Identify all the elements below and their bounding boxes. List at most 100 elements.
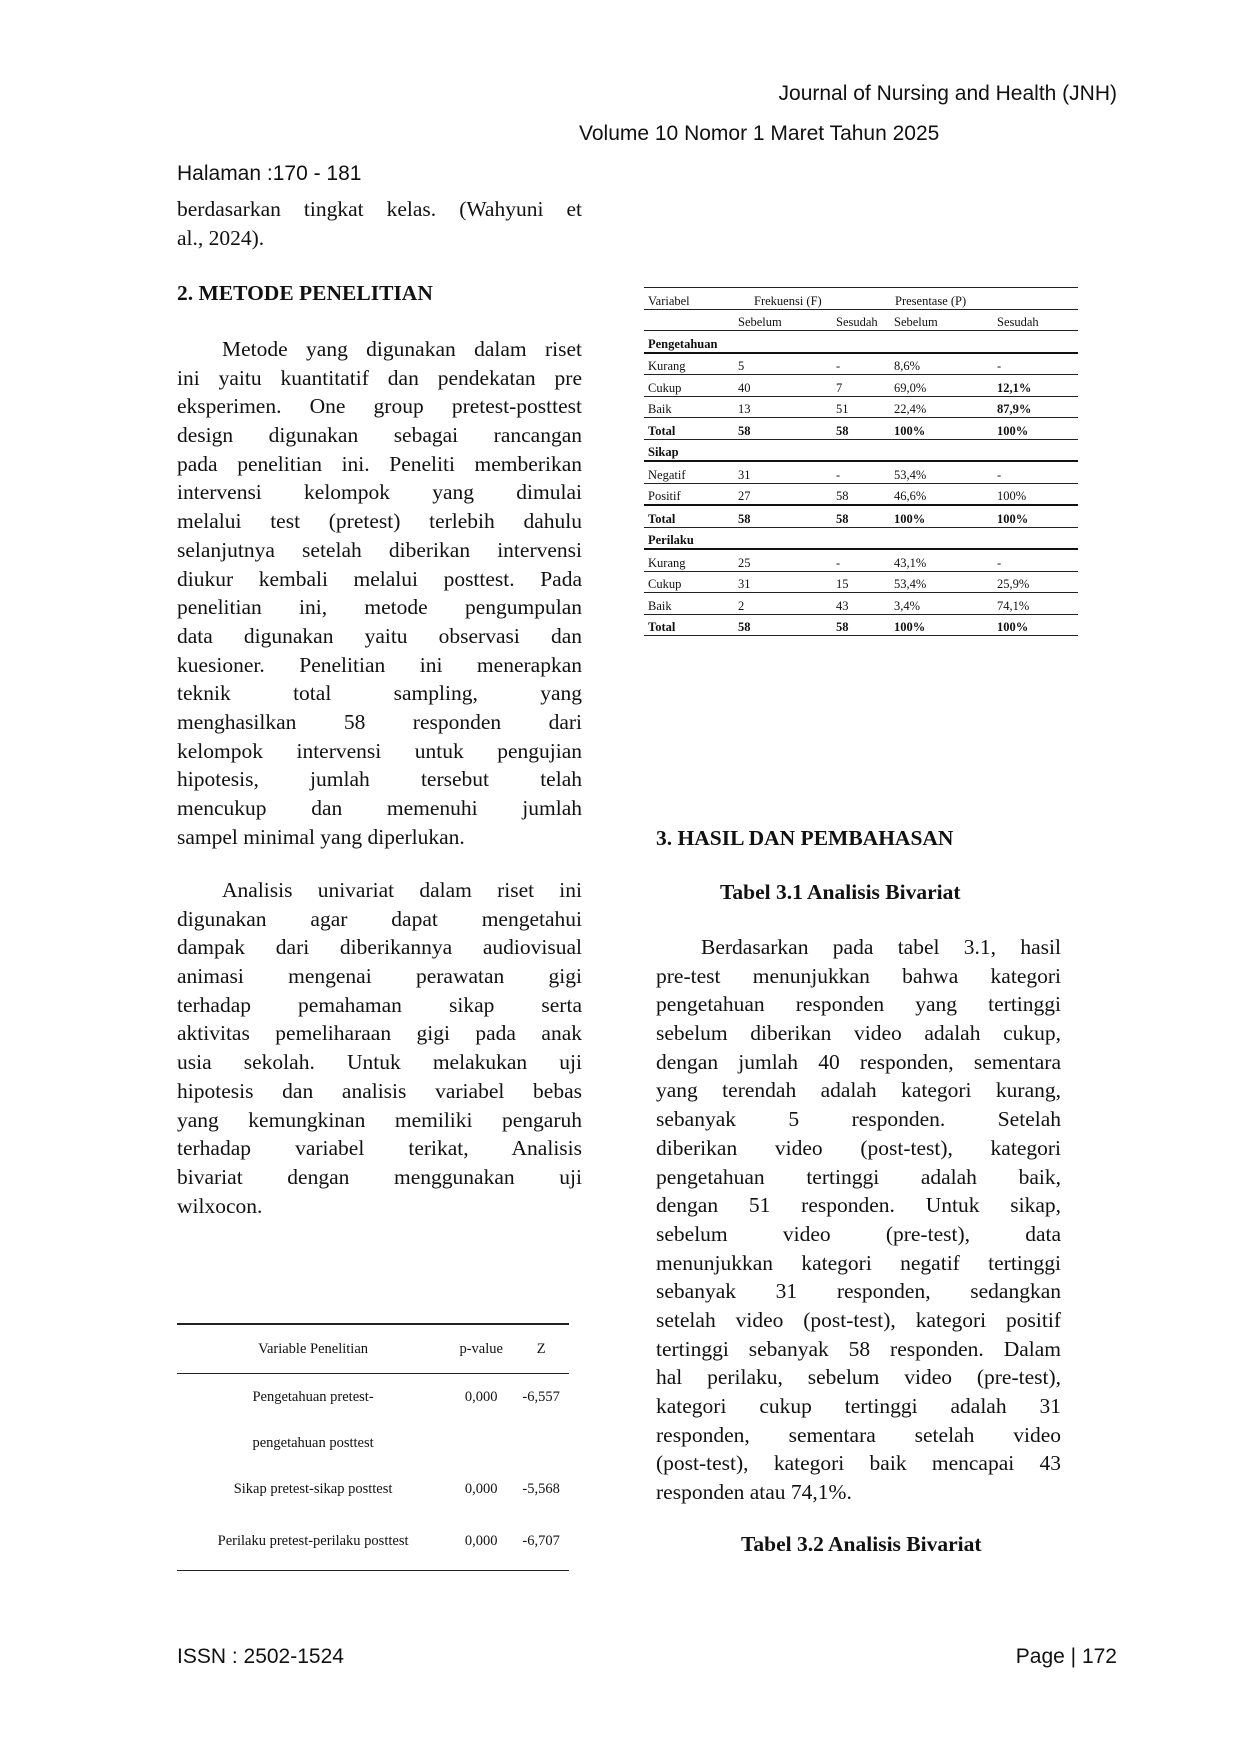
- text-line: animasi mengenai perawatan gigi: [177, 964, 582, 989]
- table-cell: Baik: [644, 396, 734, 418]
- table-cell: 53,4%: [890, 571, 993, 593]
- section-2-heading: 2. METODE PENELITIAN: [177, 281, 433, 305]
- table-cell: 100%: [993, 417, 1078, 440]
- table-cell: 31: [734, 571, 832, 593]
- journal-title: Journal of Nursing and Health (JNH): [778, 82, 1117, 105]
- table-cell: Pengetahuan pretest-: [252, 1388, 374, 1405]
- table-cell: 69,0%: [890, 374, 993, 397]
- header-cell: Sebelum: [890, 309, 993, 331]
- text-line: pada penelitian ini. Peneliti memberikan: [177, 451, 582, 476]
- text-line: yang terendah adalah kategori kurang,: [656, 1078, 1061, 1103]
- text-line: dengan jumlah 40 responden, sementara: [656, 1049, 1061, 1074]
- text-line: menghasilkan 58 responden dari: [177, 709, 582, 734]
- table-cell: -6,557: [522, 1388, 560, 1405]
- text-line: penelitian ini, metode pengumpulan: [177, 595, 582, 620]
- table-cell: Kurang: [644, 549, 734, 572]
- table-cell: 25: [734, 549, 832, 572]
- table-cell: 74,1%: [993, 592, 1078, 615]
- text-line: melalui test (pretest) terlebih dahulu: [177, 509, 582, 534]
- methods-paragraph-2: Analisis univariat dalam riset ini diguna…: [177, 876, 582, 1220]
- group-label: Sikap: [644, 439, 1078, 462]
- text-line: wilxocon.: [177, 1193, 263, 1218]
- page-number: Page | 172: [1015, 1645, 1117, 1668]
- text-line: terhadap variabel terikat, Analisis: [177, 1136, 582, 1161]
- table-3-1-caption: Tabel 3.1 Analisis Bivariat: [720, 880, 961, 904]
- results-paragraph: Berdasarkan pada tabel 3.1, hasil pre-tes…: [656, 933, 1061, 1507]
- table-cell: [644, 309, 734, 331]
- table-cell: Sikap pretest-sikap posttest: [233, 1480, 393, 1497]
- table-cell: 15: [832, 571, 890, 593]
- table-cell: 58: [832, 614, 890, 636]
- text-line: bivariat dengan menggunakan uji: [177, 1164, 582, 1189]
- table-cell: 0,000: [464, 1480, 498, 1497]
- table-row: Pengetahuan pretest- 0,000 -6,557: [177, 1374, 569, 1421]
- table-cell: 87,9%: [993, 396, 1078, 418]
- text-line: pengetahuan tertinggi adalah baik,: [656, 1164, 1061, 1189]
- table-row: Perilaku: [644, 527, 1078, 550]
- table-row: Perilaku pretest-perilaku posttest 0,000-…: [177, 1512, 569, 1571]
- table-cell: [513, 1420, 569, 1466]
- header-cell: Variable Penelitian: [177, 1323, 450, 1374]
- table-row: Negatif 31-53,4% -: [644, 461, 1078, 484]
- issn: ISSN : 2502-1524: [177, 1645, 344, 1668]
- text-line: mencukup dan memenuhi jumlah: [177, 796, 582, 820]
- table-row: Baik 2 43 3,4% 74,1%: [644, 592, 1078, 615]
- table-cell: Cukup: [644, 571, 734, 593]
- text-line: usia sekolah. Untuk melakukan uji: [177, 1050, 582, 1075]
- table-cell: 58: [832, 483, 890, 506]
- text-line: hal perilaku, sebelum video (pre-test),: [656, 1365, 1061, 1390]
- header-cell: Sesudah: [832, 309, 890, 331]
- table-cell: 100%: [993, 483, 1078, 506]
- text-line: hipotesis dan analisis variabel bebas: [177, 1078, 582, 1103]
- text-line: Analisis univariat dalam riset ini: [222, 878, 582, 902]
- table-row: Kurang 5-8,6% -: [644, 352, 1078, 375]
- table-cell: 12,1%: [993, 374, 1078, 397]
- text-line: Metode yang digunakan dalam riset: [222, 337, 582, 361]
- table-cell: -: [993, 461, 1078, 484]
- table-cell: Total: [644, 417, 734, 440]
- text-line: diberikan video (post-test), kategori: [656, 1135, 1061, 1160]
- text-line: hipotesis, jumlah tersebut telah: [177, 767, 582, 792]
- text-line: tertinggi sebanyak 58 responden. Dalam: [656, 1336, 1061, 1361]
- text-line: sebanyak 5 responden. Setelah: [656, 1107, 1061, 1132]
- table-row: Baik 13 51 22,4% 87,9%: [644, 396, 1078, 418]
- table-row: Sikap pretest-sikap posttest 0,000 -5,568: [177, 1466, 569, 1512]
- table-cell: 13: [734, 396, 832, 418]
- text-line: menunjukkan kategori negatif tertinggi: [656, 1250, 1061, 1275]
- table-cell: Kurang: [644, 352, 734, 375]
- table-cell: 100%: [993, 505, 1078, 528]
- text-line: berdasarkan tingkat kelas. (Wahyuni et: [177, 197, 582, 221]
- table-cell: Perilaku pretest-perilaku posttest: [177, 1512, 450, 1571]
- header-cell: Presentase (P): [890, 287, 1078, 310]
- table-row: Pengetahuan: [644, 330, 1078, 354]
- volume-info: Volume 10 Nomor 1 Maret Tahun 2025: [579, 122, 940, 145]
- text-line: pengetahuan responden yang tertinggi: [656, 992, 1061, 1017]
- table-row: Cukup 40 7 69,0% 12,1%: [644, 374, 1078, 397]
- text-line: ini yaitu kuantitatif dan pendekatan pre: [177, 365, 582, 390]
- text-line: al., 2024).: [177, 225, 265, 250]
- table-cell: Cukup: [644, 374, 734, 397]
- header-cell: Sebelum: [734, 309, 832, 331]
- table-cell: 2: [734, 592, 832, 615]
- text-line: dampak dari diberikannya audiovisual: [177, 935, 582, 960]
- table-cell: -: [832, 461, 890, 484]
- table-cell: Total: [644, 614, 734, 636]
- table-cell: -6,707: [513, 1512, 569, 1571]
- text-line: sampel minimal yang diperlukan.: [177, 824, 465, 849]
- table-cell: -: [832, 352, 890, 375]
- table-cell: Negatif: [644, 461, 734, 484]
- text-line: data digunakan yaitu observasi dan: [177, 623, 582, 648]
- table-cell: Baik: [644, 592, 734, 615]
- table-cell: pengetahuan posttest: [252, 1434, 374, 1451]
- table-cell: 5: [734, 352, 832, 375]
- text-line: intervensi kelompok yang dimulai: [177, 480, 582, 505]
- bivariate-table: Variable Penelitian p-value Z Pengetahuan …: [177, 1323, 569, 1571]
- table-cell: 43: [832, 592, 890, 615]
- table-cell: Positif: [644, 483, 734, 506]
- table-cell: -: [832, 549, 890, 572]
- table-row: Positif 27 58 46,6% 100%: [644, 483, 1078, 506]
- table-cell: 58: [832, 417, 890, 440]
- table-cell: 100%: [890, 614, 993, 636]
- group-label: Perilaku: [644, 527, 1078, 550]
- table-cell: Total: [644, 505, 734, 528]
